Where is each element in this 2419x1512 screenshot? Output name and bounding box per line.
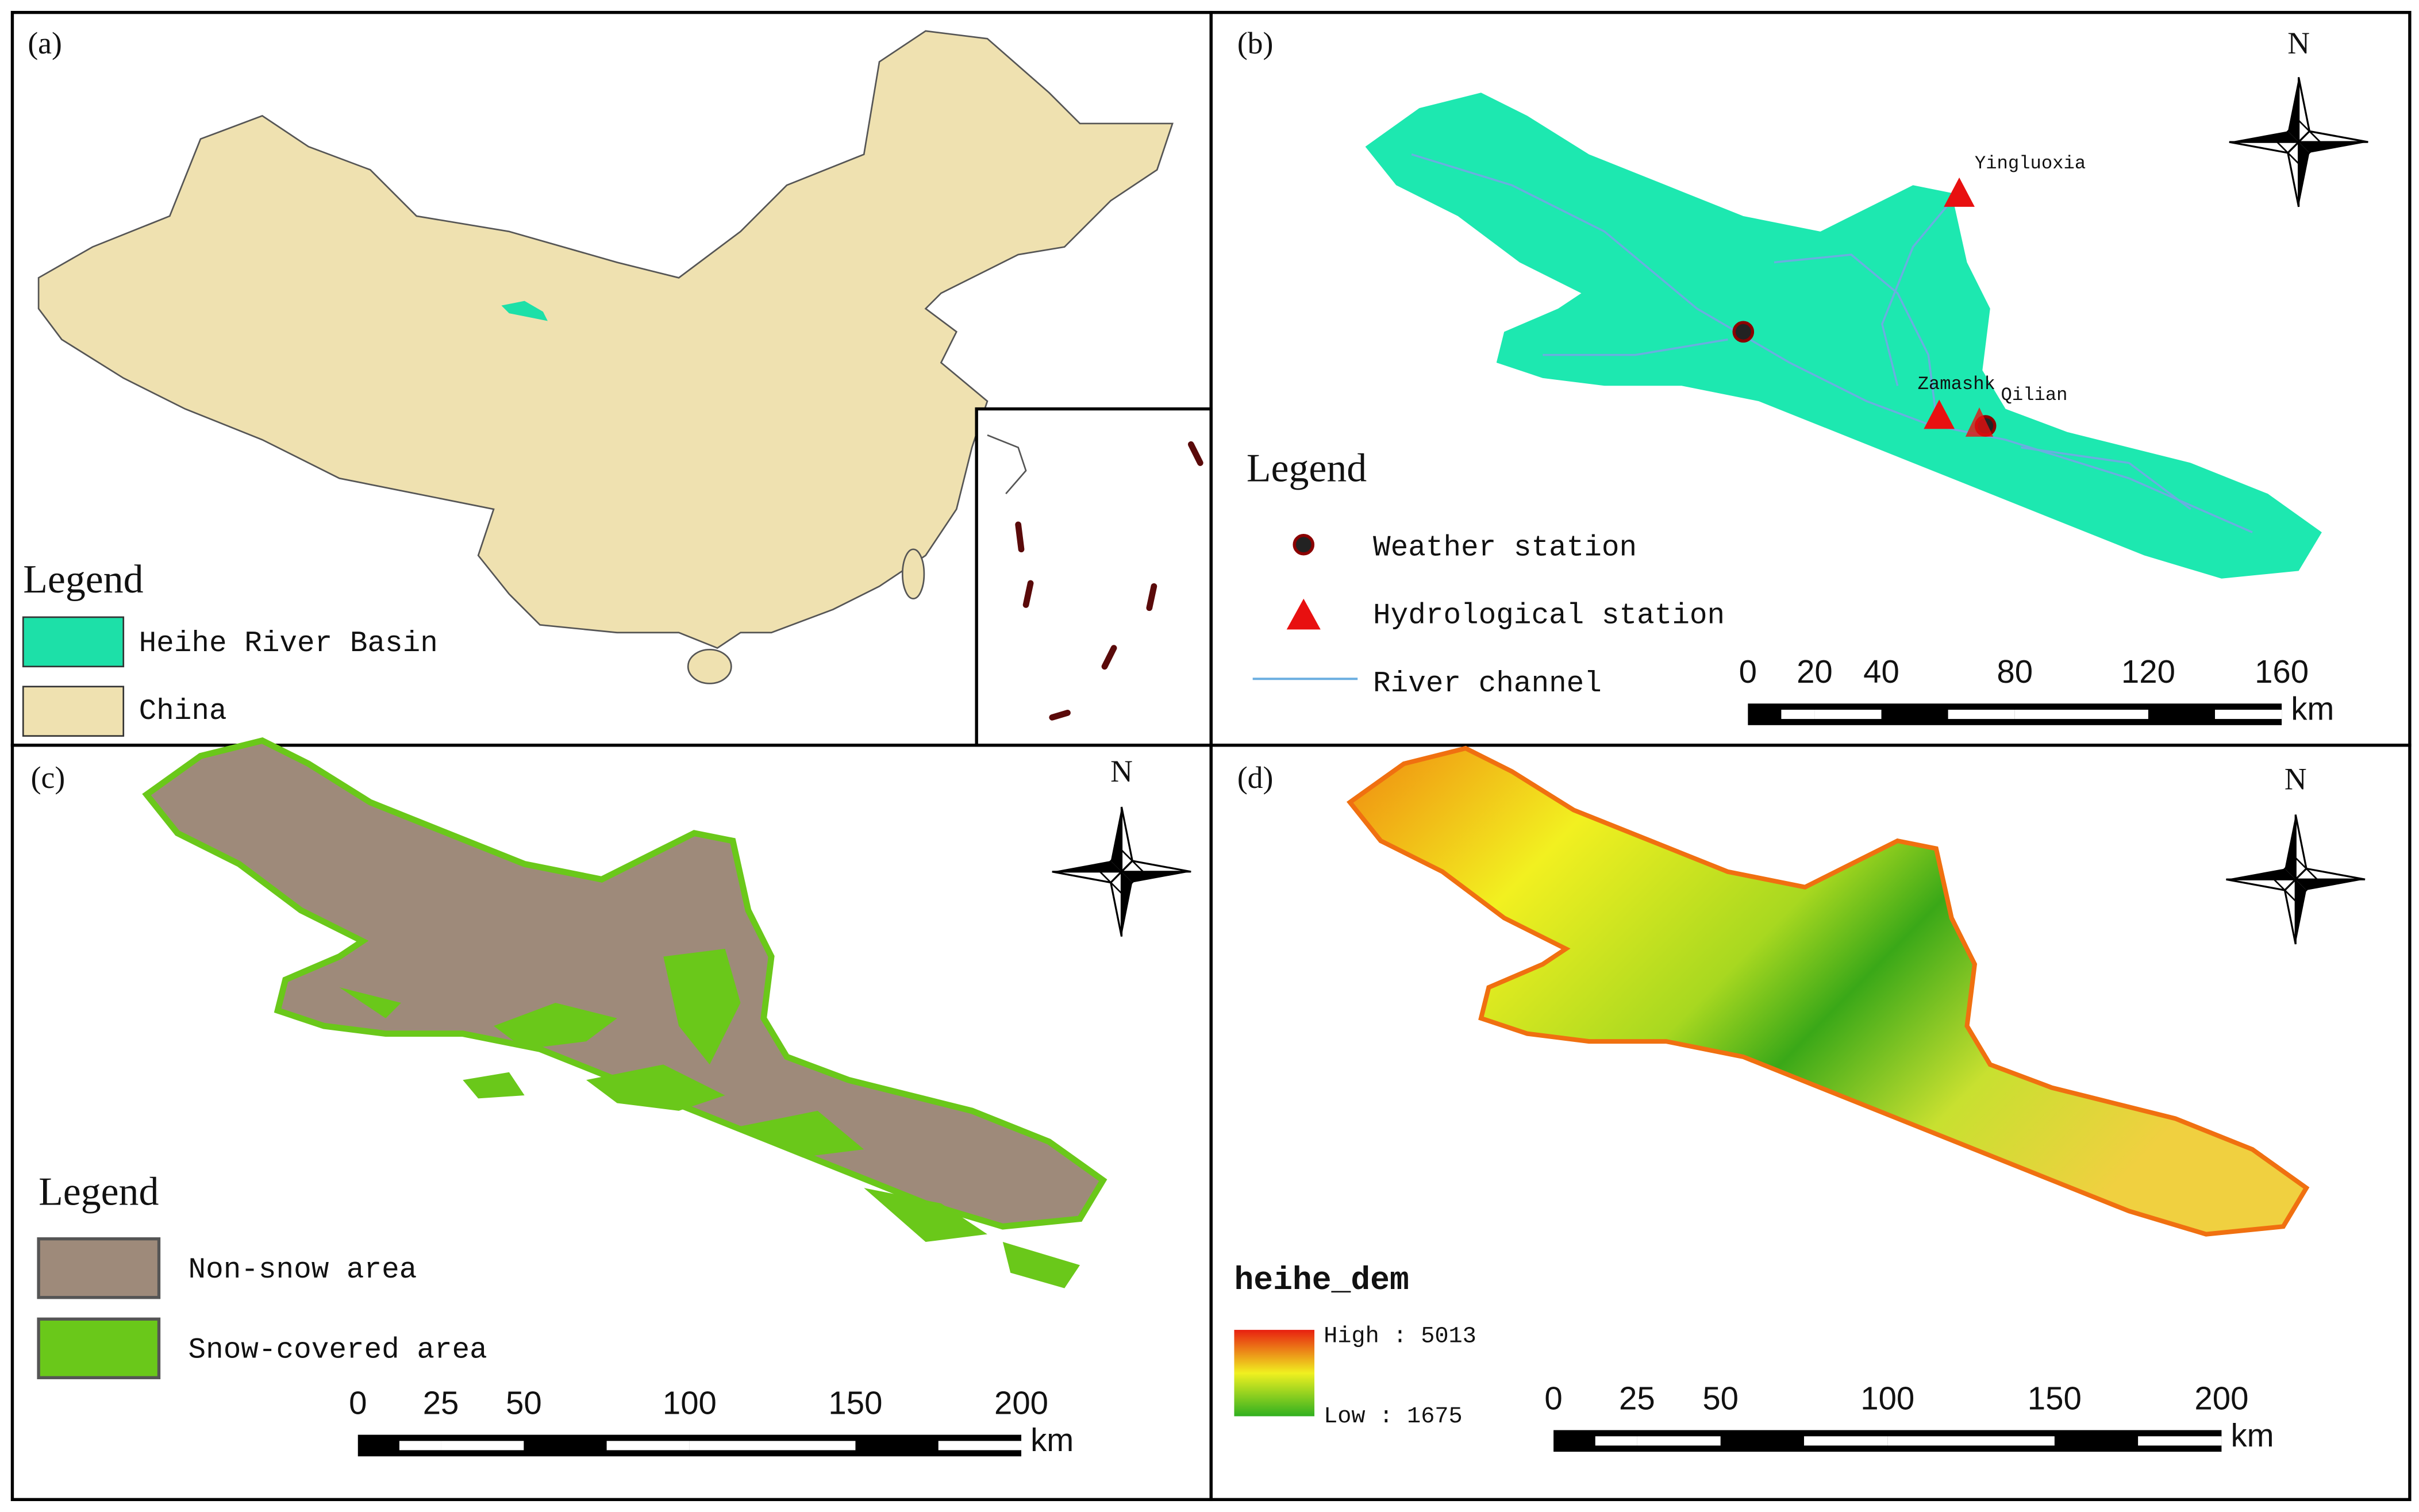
scale-segment — [1814, 709, 1882, 720]
scale-tick-label: 200 — [994, 1384, 1048, 1421]
scale-segment — [1803, 1436, 1888, 1446]
basin — [147, 741, 1103, 1227]
scale-segment — [1887, 1436, 2055, 1446]
legend-item: China — [139, 695, 227, 728]
station-label: Zamashk — [1918, 374, 1995, 395]
scale-tick-label: 160 — [2255, 653, 2309, 690]
rivers — [1411, 153, 2253, 533]
legend-title: Legend — [39, 1170, 159, 1214]
scale-segment — [1948, 709, 2015, 720]
station-label: Qilian — [2001, 384, 2068, 406]
scale-tick-label: 0 — [1739, 653, 1757, 690]
station-label: Yingluoxia — [1975, 153, 2086, 174]
frames — [10, 10, 2412, 1502]
inset-islands — [1015, 441, 1203, 721]
north-label: N — [2287, 26, 2310, 60]
scale-tick-label: 20 — [1797, 653, 1833, 690]
scale-tick-label: 50 — [506, 1384, 542, 1421]
scale-segment — [441, 1441, 524, 1451]
scale-unit: km — [2291, 691, 2334, 727]
heihe-location — [501, 301, 548, 321]
north-arrow — [1051, 806, 1192, 938]
scale-tick-label: 200 — [2194, 1380, 2248, 1416]
scale-tick-label: 150 — [828, 1384, 882, 1421]
panel-b: Yingluoxia Zamashk Qilian N (b) Legend W… — [1237, 26, 2370, 701]
legend-item: River channel — [1373, 668, 1602, 701]
scale-segment — [1637, 1436, 1721, 1446]
legend-item: Heihe River Basin — [139, 628, 438, 660]
legend-item: Weather station — [1373, 532, 1637, 565]
scale-tick-label: 40 — [1863, 653, 1899, 690]
north-label: N — [1110, 754, 1133, 788]
panel-c: N (c) Legend Non-snow area Snow-covered … — [31, 741, 1192, 1379]
legend-item: Non-snow area — [188, 1254, 417, 1287]
scale-segment — [606, 1441, 690, 1451]
scale-tick-label: 100 — [663, 1384, 717, 1421]
scale-tick-label: 0 — [349, 1384, 367, 1421]
scale-unit: km — [1030, 1422, 1074, 1458]
scale-tick-label: 25 — [1619, 1380, 1655, 1416]
dem-basin — [1350, 748, 2306, 1234]
scale-tick-label: 150 — [2028, 1380, 2082, 1416]
scale-segment — [2014, 709, 2148, 720]
hydrological-station — [1944, 177, 1975, 207]
scale-unit: km — [2231, 1417, 2274, 1453]
basin — [1365, 93, 2322, 579]
scale-segment — [689, 1441, 856, 1451]
scale-tick-label: 80 — [1997, 653, 2033, 690]
dem-legend-ramp — [1234, 1330, 1315, 1417]
panel-d: N (d) heihe_dem High : 5013 Low : 1675 — [1234, 748, 2366, 1430]
taiwan — [901, 548, 925, 600]
scale-segment — [1595, 1436, 1637, 1446]
scale-segment — [2214, 709, 2282, 720]
scale-tick-label: 25 — [423, 1384, 459, 1421]
legend-title: Legend — [1247, 447, 1367, 491]
hainan — [687, 648, 732, 684]
china-map — [37, 30, 1174, 649]
scale-tick-label: 120 — [2121, 653, 2175, 690]
legend-item: Hydrological station — [1373, 600, 1725, 633]
panel-a: (a) Legend Heihe River Basin China — [22, 26, 1213, 747]
scale-segment — [938, 1441, 1022, 1451]
weather-station — [1732, 321, 1755, 343]
snow-patches — [339, 949, 1080, 1288]
scale-segment — [1781, 709, 1815, 720]
panel-label: (a) — [28, 26, 62, 60]
legend-title: Legend — [23, 557, 143, 602]
inset-frame — [975, 407, 1213, 747]
north-label: N — [2285, 761, 2307, 796]
inset-coast — [987, 434, 1027, 495]
legend-swatch — [22, 616, 125, 668]
scale-segment — [2138, 1436, 2222, 1446]
legend-item: Snow-covered area — [188, 1334, 487, 1367]
legend-title: heihe_dem — [1234, 1262, 1409, 1299]
scale-tick-label: 0 — [1544, 1380, 1562, 1416]
panel-label: (c) — [31, 760, 66, 795]
legend-swatch — [22, 686, 125, 737]
hydrological-station — [1924, 399, 1955, 429]
panel-label: (b) — [1237, 26, 1274, 60]
scale-segment — [399, 1441, 441, 1451]
legend-item: High : 5013 — [1324, 1323, 1476, 1349]
panel-label: (d) — [1237, 760, 1274, 795]
scale-tick-label: 100 — [1860, 1380, 1914, 1416]
legend-swatch — [37, 1317, 161, 1379]
north-arrow — [2228, 76, 2370, 208]
legend-symbol — [1286, 598, 1321, 630]
legend-symbol — [1293, 533, 1315, 556]
scale-tick-label: 50 — [1702, 1380, 1739, 1416]
legend-swatch — [37, 1237, 161, 1299]
legend-item: Low : 1675 — [1324, 1403, 1463, 1430]
north-arrow — [2225, 813, 2366, 945]
hydrological-station — [1965, 407, 1994, 437]
